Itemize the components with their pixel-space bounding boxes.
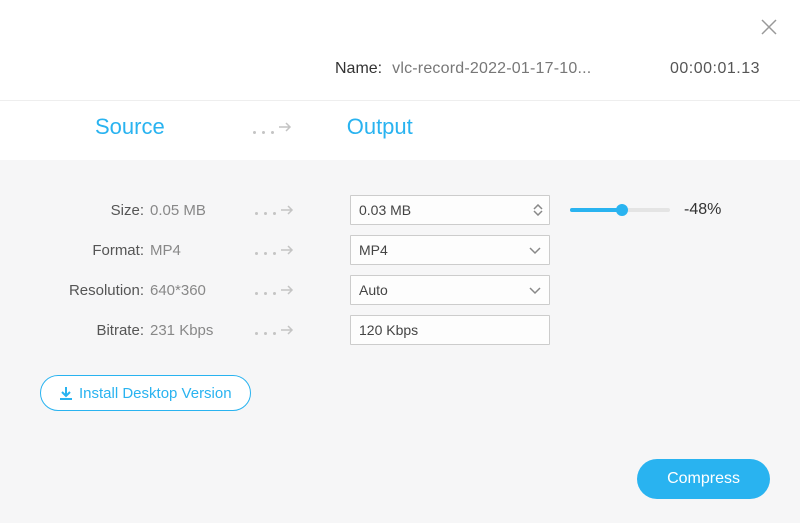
settings-panel: Size: 0.05 MB 0.03 MB	[0, 160, 800, 523]
slider-fill	[570, 208, 622, 212]
chevron-down-icon	[529, 242, 541, 258]
format-select[interactable]: MP4	[350, 235, 550, 265]
arrow-icon	[255, 242, 294, 259]
source-heading: Source	[95, 114, 165, 140]
format-row: Format: MP4 MP4	[0, 230, 800, 270]
size-source: 0.05 MB	[150, 202, 255, 219]
install-label: Install Desktop Version	[79, 385, 232, 402]
bitrate-row: Bitrate: 231 Kbps 120 Kbps	[0, 310, 800, 350]
download-icon	[59, 386, 73, 400]
slider-thumb[interactable]	[616, 204, 628, 216]
arrow-icon	[255, 322, 294, 339]
compress-button[interactable]: Compress	[637, 459, 770, 499]
format-label: Format:	[0, 242, 150, 259]
install-desktop-button[interactable]: Install Desktop Version	[40, 375, 251, 411]
resolution-source: 640*360	[150, 282, 255, 299]
bitrate-source: 231 Kbps	[150, 322, 255, 339]
compress-label: Compress	[667, 470, 740, 487]
reduction-percent: -48%	[684, 201, 721, 219]
resolution-row: Resolution: 640*360 Auto	[0, 270, 800, 310]
output-heading: Output	[347, 114, 413, 140]
section-titles: Source Output	[0, 114, 800, 140]
format-selected: MP4	[359, 242, 388, 258]
bitrate-output[interactable]: 120 Kbps	[350, 315, 550, 345]
compress-dialog: Name: vlc-record-2022-01-17-10... 00:00:…	[0, 0, 800, 523]
size-output-value: 0.03 MB	[359, 202, 411, 218]
arrow-icon	[253, 114, 292, 140]
resolution-label: Resolution:	[0, 282, 150, 299]
chevron-down-icon	[529, 282, 541, 298]
stepper-arrows-icon[interactable]	[533, 204, 543, 216]
close-icon[interactable]	[760, 18, 778, 41]
arrow-icon	[255, 202, 294, 219]
size-slider[interactable]	[570, 208, 670, 212]
size-output-stepper[interactable]: 0.03 MB	[350, 195, 550, 225]
resolution-selected: Auto	[359, 282, 388, 298]
filename: vlc-record-2022-01-17-10...	[392, 60, 591, 78]
format-source: MP4	[150, 242, 255, 259]
size-label: Size:	[0, 202, 150, 219]
file-header: Name: vlc-record-2022-01-17-10... 00:00:…	[0, 60, 800, 78]
duration: 00:00:01.13	[670, 60, 760, 78]
resolution-select[interactable]: Auto	[350, 275, 550, 305]
size-row: Size: 0.05 MB 0.03 MB	[0, 190, 800, 230]
header-divider	[0, 100, 800, 101]
name-label: Name:	[335, 60, 382, 78]
arrow-icon	[255, 282, 294, 299]
bitrate-label: Bitrate:	[0, 322, 150, 339]
bitrate-output-value: 120 Kbps	[359, 322, 418, 338]
